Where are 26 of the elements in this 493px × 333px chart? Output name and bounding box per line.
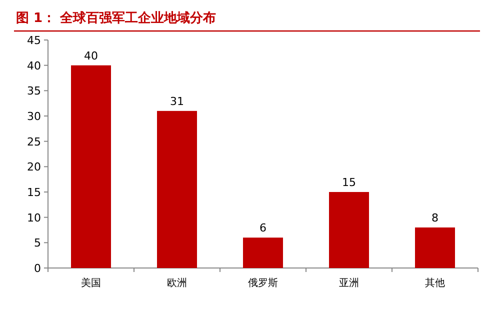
data-label: 40 <box>84 49 98 62</box>
chart-title: 图 1： 全球百强军工企业地域分布 <box>16 10 216 26</box>
bar <box>71 65 111 268</box>
y-tick-label: 15 <box>27 186 41 199</box>
y-tick-label: 20 <box>27 160 41 174</box>
data-label: 8 <box>432 211 438 224</box>
bar <box>243 238 283 268</box>
y-tick-label: 5 <box>34 236 41 250</box>
bar <box>329 192 369 268</box>
x-tick-label: 美国 <box>81 277 101 289</box>
data-label: 31 <box>170 94 184 108</box>
bar <box>415 227 455 268</box>
y-tick-label: 30 <box>27 110 41 123</box>
data-label: 15 <box>342 176 356 189</box>
data-label: 6 <box>260 222 266 235</box>
x-tick-label: 亚洲 <box>339 277 359 289</box>
y-tick-label: 10 <box>27 211 41 224</box>
x-tick-label: 其他 <box>425 277 445 289</box>
y-tick-label: 25 <box>27 135 41 148</box>
y-tick-label: 0 <box>34 262 41 275</box>
x-tick-label: 欧洲 <box>167 277 187 289</box>
bar <box>157 110 197 268</box>
y-tick-label: 45 <box>27 34 41 47</box>
y-tick-label: 35 <box>27 84 41 98</box>
y-tick-label: 40 <box>27 59 41 72</box>
x-tick-label: 俄罗斯 <box>248 277 278 289</box>
